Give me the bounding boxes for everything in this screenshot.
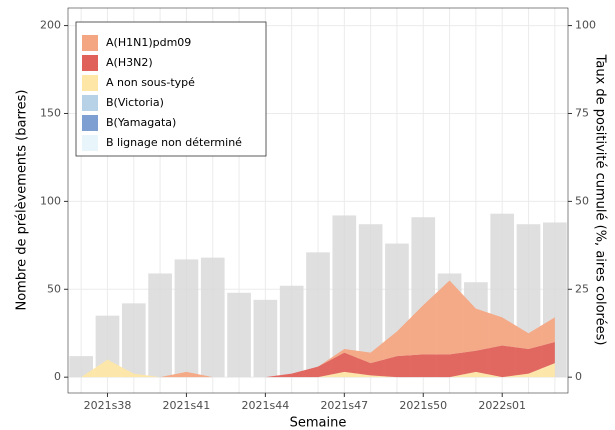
- area: [81, 359, 555, 378]
- bar: [69, 356, 93, 378]
- bar: [306, 252, 330, 378]
- y-tick-label: 0: [54, 370, 61, 383]
- y2-tick-label: 0: [575, 370, 582, 383]
- y-tick-label: 150: [40, 106, 61, 119]
- bar: [200, 257, 225, 378]
- bar: [253, 299, 278, 378]
- x-tick-label: 2021s47: [320, 399, 368, 412]
- legend-swatch: [82, 95, 98, 111]
- bar: [95, 315, 120, 378]
- legend-label: B(Victoria): [106, 96, 164, 109]
- legend-box: [75, 21, 267, 157]
- bar: [121, 303, 146, 378]
- y2-axis-title: Taux de positivité cumulé (%, aires colo…: [593, 54, 608, 346]
- legend-swatch: [82, 115, 98, 131]
- bar: [279, 285, 304, 378]
- y-tick-label: 50: [47, 282, 61, 295]
- legend-label: B lignage non déterminé: [106, 136, 242, 149]
- y-axis-title: Nombre de prélèvements (barres): [15, 90, 30, 311]
- legend-swatch: [82, 35, 98, 51]
- bar: [174, 259, 199, 378]
- legend-label: A(H1N1)pdm09: [106, 36, 191, 49]
- legend-label: A(H3N2): [106, 56, 153, 69]
- y2-tick-label: 100: [575, 19, 596, 32]
- plot-border: [67, 7, 569, 394]
- bar: [227, 292, 251, 378]
- area: [81, 280, 555, 378]
- area: [81, 342, 555, 378]
- y2-tick-label: 50: [575, 194, 589, 207]
- y2-tick-label: 75: [575, 106, 589, 119]
- bar: [358, 224, 383, 378]
- x-tick-label: 2021s41: [163, 399, 211, 412]
- y-tick-label: 100: [40, 194, 61, 207]
- x-tick-label: 2021s38: [84, 399, 132, 412]
- legend-swatch: [82, 55, 98, 71]
- x-axis-title: Semaine: [290, 416, 347, 430]
- legend-swatch: [82, 135, 98, 151]
- legend-label: A non sous-typé: [106, 76, 195, 89]
- legend-label: B(Yamagata): [106, 116, 176, 129]
- y-tick-label: 200: [40, 19, 61, 32]
- x-tick-label: 2021s44: [242, 399, 290, 412]
- x-tick-label: 2021s50: [399, 399, 447, 412]
- bar: [332, 215, 357, 378]
- bar: [148, 273, 172, 378]
- x-tick-label: 2022s01: [478, 399, 526, 412]
- legend: A(H1N1)pdm09 A(H3N2) A non sous-typé B(Vict…: [75, 21, 267, 157]
- legend-swatch: [82, 75, 98, 91]
- y2-tick-label: 25: [575, 282, 589, 295]
